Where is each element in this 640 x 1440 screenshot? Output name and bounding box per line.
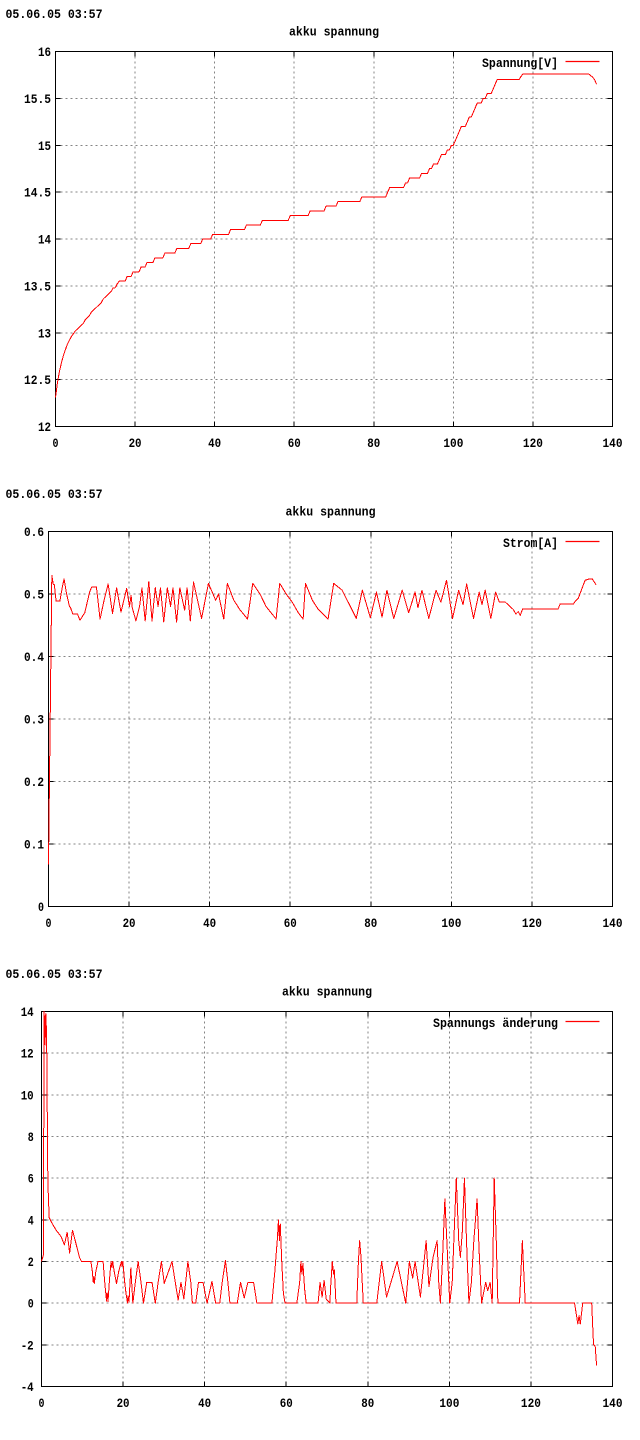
svg-text:100: 100 [443, 436, 463, 451]
svg-text:akku spannung: akku spannung [286, 505, 376, 520]
svg-text:15: 15 [38, 139, 51, 154]
svg-text:-2: -2 [21, 1338, 34, 1353]
svg-text:0: 0 [38, 900, 44, 915]
svg-text:14: 14 [38, 233, 51, 248]
svg-text:40: 40 [203, 916, 216, 931]
svg-text:40: 40 [208, 436, 221, 451]
svg-text:2: 2 [28, 1255, 34, 1270]
svg-text:20: 20 [117, 1396, 130, 1411]
svg-text:60: 60 [284, 916, 297, 931]
svg-text:0: 0 [28, 1297, 34, 1312]
svg-text:0.2: 0.2 [24, 775, 44, 790]
svg-text:Strom[A]: Strom[A] [503, 536, 558, 551]
svg-text:13: 13 [38, 326, 51, 341]
svg-text:14: 14 [21, 1005, 34, 1020]
svg-text:12: 12 [21, 1047, 34, 1062]
svg-text:akku spannung: akku spannung [282, 985, 372, 1000]
svg-text:20: 20 [123, 916, 136, 931]
svg-text:Spannung[V]: Spannung[V] [482, 56, 558, 71]
svg-text:4: 4 [28, 1213, 34, 1228]
svg-text:0.3: 0.3 [24, 713, 44, 728]
svg-text:100: 100 [439, 1396, 459, 1411]
svg-text:120: 120 [523, 436, 543, 451]
svg-text:140: 140 [603, 916, 623, 931]
svg-text:16: 16 [38, 45, 51, 60]
svg-text:60: 60 [280, 1396, 293, 1411]
svg-text:05.06.05 03:57: 05.06.05 03:57 [6, 487, 103, 502]
svg-text:15.5: 15.5 [24, 92, 51, 107]
svg-text:13.5: 13.5 [24, 279, 51, 294]
svg-text:Spannungs änderung: Spannungs änderung [433, 1016, 558, 1031]
svg-text:akku spannung: akku spannung [289, 25, 379, 40]
svg-text:8: 8 [28, 1130, 34, 1145]
svg-text:80: 80 [367, 436, 380, 451]
svg-text:120: 120 [522, 916, 542, 931]
svg-text:12.5: 12.5 [24, 373, 51, 388]
svg-text:60: 60 [288, 436, 301, 451]
svg-text:120: 120 [521, 1396, 541, 1411]
svg-text:80: 80 [364, 916, 377, 931]
svg-text:0: 0 [46, 916, 52, 931]
svg-text:0.5: 0.5 [24, 588, 44, 603]
svg-text:0.6: 0.6 [24, 525, 44, 540]
svg-text:100: 100 [441, 916, 461, 931]
svg-text:05.06.05 03:57: 05.06.05 03:57 [6, 967, 103, 982]
svg-text:0: 0 [39, 1396, 45, 1411]
svg-text:0.1: 0.1 [24, 838, 44, 853]
svg-text:20: 20 [129, 436, 142, 451]
svg-text:12: 12 [38, 420, 51, 435]
svg-text:6: 6 [28, 1172, 34, 1187]
svg-text:05.06.05 03:57: 05.06.05 03:57 [6, 7, 103, 22]
svg-text:140: 140 [603, 436, 623, 451]
svg-text:14.5: 14.5 [24, 186, 51, 201]
svg-text:0: 0 [53, 436, 59, 451]
svg-text:140: 140 [603, 1396, 623, 1411]
svg-text:0.4: 0.4 [24, 650, 44, 665]
svg-text:40: 40 [198, 1396, 211, 1411]
svg-text:-4: -4 [21, 1380, 34, 1395]
svg-text:10: 10 [21, 1088, 34, 1103]
svg-text:80: 80 [361, 1396, 374, 1411]
